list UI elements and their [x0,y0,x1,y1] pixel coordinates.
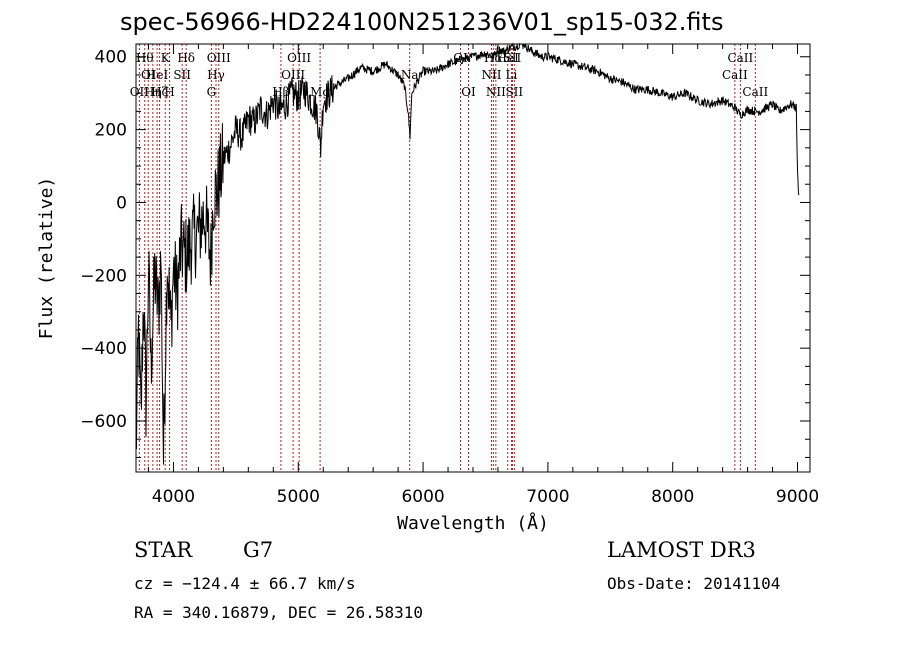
survey-name: LAMOST DR3 [607,538,756,562]
line-label-4: HeI [146,68,169,82]
line-label-5: Hζ [151,85,168,99]
line-label-8: SII [173,68,191,82]
ytick-label--600: −600 [80,412,127,432]
ytick-label--400: −400 [80,339,127,359]
line-label-15: OIII [287,51,311,65]
line-label-26: SII [505,85,523,99]
line-label-28: CaII [727,51,753,65]
line-label-23: HeI [497,51,520,65]
coordinates: RA = 340.16879, DEC = 26.58310 [134,603,423,622]
plot-frame [135,43,811,473]
xtick-label-6000: 6000 [401,487,444,507]
ytick-label-0: 0 [116,193,127,213]
ytick-label-200: 200 [95,121,127,141]
line-label-12: OIII [207,51,231,65]
line-label-7: H [164,85,174,99]
line-label-29: CaII [742,85,768,99]
spectrum-series [135,42,800,465]
line-label-25: SII [504,51,522,65]
spectrum-line [135,42,800,465]
line-label-19: OI [461,85,476,99]
line-label-20: NII [481,68,501,82]
xtick-label-8000: 8000 [651,487,694,507]
line-label-16: Mg [310,85,330,99]
line-label-3: Hη [144,85,162,99]
line-label-13: Hβ [272,85,289,99]
line-label-6: K [161,51,171,65]
x-axis-label: Wavelength (Å) [397,512,549,534]
object-class: STAR [134,538,193,562]
line-label-2: OI [141,68,156,82]
line-label-27: CaII [722,68,748,82]
line-markers [138,44,756,472]
xtick-label-5000: 5000 [277,487,320,507]
line-label-17: Na [401,68,419,82]
line-label-0: OII [130,85,150,99]
line-label-18: OI [453,51,468,65]
xtick-label-9000: 9000 [776,487,819,507]
line-label-21: Hα [484,51,503,65]
y-axis-label: Flux (relative) [36,177,57,340]
redshift-info: cz = −124.4 ± 66.7 km/s [134,574,356,593]
xtick-label-7000: 7000 [526,487,569,507]
line-label-9: Hδ [177,51,195,65]
ytick-label-400: 400 [95,48,127,68]
line-label-22: NII [486,85,506,99]
chart-title: spec-56966-HD224100N251236V01_sp15-032.f… [120,8,724,36]
line-label-1: Hθ [136,51,154,65]
object-subclass: G7 [243,538,274,562]
line-label-11: Hγ [207,68,225,82]
line-labels: OII Hθ OI Hη HeI Hζ K H SII Hδ G Hγ OIII Hβ OIII OIII Mg… [130,51,769,99]
line-label-14: OIII [281,68,305,82]
obs-date: Obs-Date: 20141104 [607,574,781,593]
xtick-label-4000: 4000 [152,487,195,507]
line-label-24: Li [506,68,518,82]
ytick-label--200: −200 [80,266,127,286]
line-label-10: G [207,85,217,99]
axes: 4000 5000 6000 7000 8000 9000 −600 −400 −200 0 200… [36,43,819,534]
